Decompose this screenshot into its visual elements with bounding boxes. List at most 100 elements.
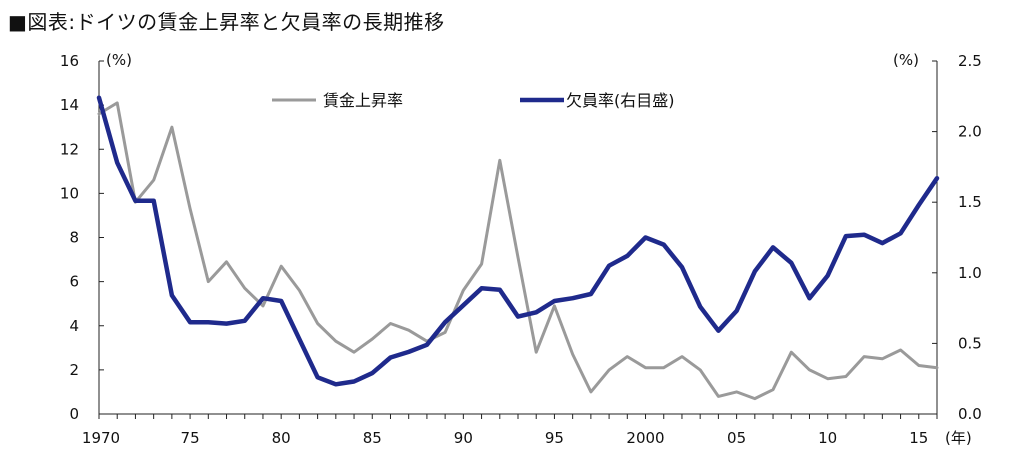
- x-tick-label: 90: [454, 429, 473, 447]
- y-left-tick-label: 14: [60, 96, 79, 114]
- x-tick-label: 05: [727, 429, 746, 447]
- y-left-tick-label: 2: [69, 361, 79, 379]
- vacancy-rate-point: [663, 243, 665, 245]
- wage-growth-point: [298, 289, 300, 291]
- wage-growth-point: [626, 355, 628, 357]
- vacancy-rate-point: [335, 383, 337, 385]
- wage-growth-point: [608, 369, 610, 371]
- wage-growth-point: [280, 265, 282, 267]
- vacancy-rate-point: [590, 293, 592, 295]
- wage-growth-point: [244, 287, 246, 289]
- y-right-tick-label: 2.5: [958, 52, 982, 70]
- vacancy-rate-point: [535, 311, 537, 313]
- wage-growth-point: [863, 355, 865, 357]
- wage-growth-point: [845, 375, 847, 377]
- vacancy-rate-point: [717, 330, 719, 332]
- vacancy-rate-point: [389, 356, 391, 358]
- vacancy-rate-point: [845, 235, 847, 237]
- wage-growth-point: [353, 351, 355, 353]
- vacancy-rate-point: [408, 351, 410, 353]
- x-tick-label: 95: [545, 429, 564, 447]
- vacancy-rate-point: [353, 380, 355, 382]
- vacancy-rate-point: [772, 246, 774, 248]
- vacancy-rate-point: [699, 306, 701, 308]
- y-left-tick-label: 0: [69, 405, 79, 423]
- vacancy-rate-point: [444, 321, 446, 323]
- wage-growth-point: [881, 358, 883, 360]
- y-left-tick-label: 10: [60, 184, 79, 202]
- vacancy-rate-point: [189, 321, 191, 323]
- y-left-tick-label: 8: [69, 229, 79, 247]
- wage-growth-point: [644, 367, 646, 369]
- vacancy-rate-point: [790, 262, 792, 264]
- vacancy-rate-point: [517, 315, 519, 317]
- vacancy-rate-point: [936, 177, 938, 179]
- vacancy-rate-point: [462, 304, 464, 306]
- y-right-tick-label: 2.0: [958, 123, 982, 141]
- wage-growth-point: [936, 367, 938, 369]
- legend-label: 賃金上昇率: [323, 91, 403, 110]
- wage-growth-point: [590, 391, 592, 393]
- right-axis-unit: (%): [893, 51, 919, 69]
- vacancy-rate-point: [553, 300, 555, 302]
- y-right-tick-label: 1.5: [958, 193, 982, 211]
- wage-growth-point: [699, 369, 701, 371]
- vacancy-rate-point: [371, 372, 373, 374]
- x-tick-label: 1970: [82, 429, 120, 447]
- vacancy-rate-point: [827, 274, 829, 276]
- wage-growth-point: [772, 389, 774, 391]
- vacancy-rate-point: [298, 338, 300, 340]
- vacancy-rate-point: [244, 320, 246, 322]
- x-tick-label: 2000: [626, 429, 664, 447]
- wage-growth-point: [499, 159, 501, 161]
- wage-growth-point: [207, 280, 209, 282]
- x-axis-unit: (年): [945, 429, 972, 447]
- vacancy-rate-point: [918, 204, 920, 206]
- y-left-tick-label: 12: [60, 140, 79, 158]
- wage-growth-point: [517, 256, 519, 258]
- y-left-tick-label: 4: [69, 317, 79, 335]
- vacancy-rate-point: [608, 265, 610, 267]
- vacancy-rate-point: [881, 242, 883, 244]
- vacancy-rate-point: [863, 234, 865, 236]
- wage-growth-point: [408, 329, 410, 331]
- wage-growth-point: [717, 395, 719, 397]
- y-right-tick-label: 0.0: [958, 405, 982, 423]
- wage-growth-point: [754, 397, 756, 399]
- vacancy-rate-point: [808, 297, 810, 299]
- vacancy-rate-point: [499, 289, 501, 291]
- vacancy-rate-point: [735, 310, 737, 312]
- y-right-tick-label: 0.5: [958, 334, 982, 352]
- x-tick-label: 15: [909, 429, 928, 447]
- wage-growth-point: [171, 126, 173, 128]
- vacancy-rate-point: [626, 255, 628, 257]
- wage-growth-point: [444, 331, 446, 333]
- vacancy-rate-point: [207, 321, 209, 323]
- vacancy-rate-point: [153, 200, 155, 202]
- axes-group: 0 2 4 6 8 10 12 14 16 0.0 0.5 1.0 1.5 2.0 2.5 1970 75 80 8…: [60, 51, 982, 447]
- wage-growth-point: [316, 322, 318, 324]
- vacancy-rate-point: [116, 162, 118, 164]
- wage-growth-point: [153, 179, 155, 181]
- x-tick-label: 85: [363, 429, 382, 447]
- wage-growth-point: [790, 351, 792, 353]
- vacancy-rate-point: [480, 287, 482, 289]
- wage-growth-point: [371, 338, 373, 340]
- wage-growth-point: [389, 322, 391, 324]
- vacancy-rate-point: [262, 297, 264, 299]
- x-tick-label: 75: [181, 429, 200, 447]
- wage-growth-point: [98, 113, 100, 115]
- legend: 賃金上昇率 欠員率(右目盛): [272, 91, 675, 110]
- wage-growth-point: [663, 367, 665, 369]
- series-group: [96, 95, 940, 401]
- wage-growth-point: [918, 364, 920, 366]
- y-left-tick-label: 16: [60, 52, 79, 70]
- wage-growth-line: [97, 101, 939, 401]
- left-axis-unit: (%): [106, 51, 132, 69]
- vacancy-rate-point: [280, 300, 282, 302]
- wage-growth-point: [681, 355, 683, 357]
- wage-growth-point: [480, 263, 482, 265]
- vacancy-rate-point: [681, 266, 683, 268]
- wage-growth-point: [335, 340, 337, 342]
